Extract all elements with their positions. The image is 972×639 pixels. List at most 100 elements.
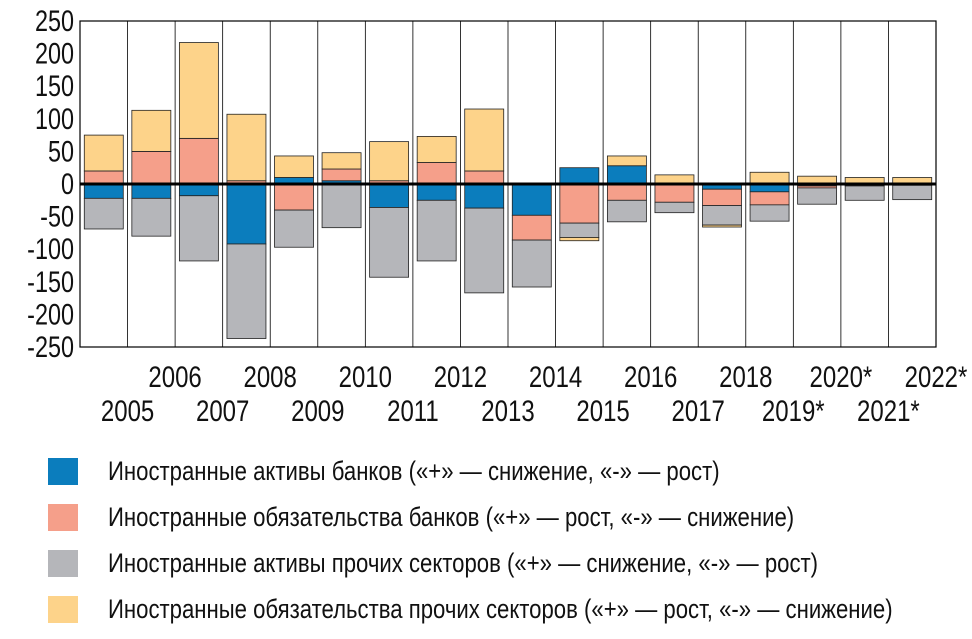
bar-segment-s0-2006	[131, 183, 172, 199]
bar-segment-s2-2019*	[749, 204, 790, 222]
y-tick-label: 250	[35, 4, 74, 37]
y-tick-label: 150	[35, 69, 74, 102]
x-tick-label: 2021*	[857, 393, 920, 427]
y-tick-label: -150	[27, 265, 74, 298]
bar-segment-s0-2013	[464, 183, 505, 209]
bar-segment-s3-2007	[178, 42, 219, 139]
bar-segment-s0-2014	[511, 183, 552, 216]
x-tick-label: 2022*	[905, 359, 968, 393]
x-tick-label: 2012	[434, 359, 487, 393]
legend-label-bank-assets: Иностранные активы банков («+» — снижени…	[108, 455, 720, 486]
bar-segment-s2-2009	[274, 209, 314, 248]
x-tick-label: 2008	[244, 359, 297, 393]
legend-item-other-liabilities: Иностранные обязательства прочих секторо…	[48, 586, 972, 632]
bar-segment-s1-2019*	[749, 191, 790, 206]
x-tick-label: 2015	[576, 393, 629, 427]
y-tick-label: 200	[35, 37, 74, 70]
bar-segment-s0-2016	[606, 165, 647, 185]
legend-item-bank-assets: Иностранные активы банков («+» — снижени…	[48, 448, 972, 494]
y-tick-label: 50	[48, 135, 74, 168]
bar-segment-s1-2009	[274, 183, 314, 211]
bar-segment-s2-2018	[702, 205, 742, 226]
bar-segment-s1-2005	[83, 170, 124, 185]
bar-segment-s2-2011	[369, 207, 410, 278]
bar-segment-s3-2012	[416, 135, 457, 163]
legend-swatch-other-liabilities	[48, 595, 78, 623]
legend-label-bank-liabilities: Иностранные обязательства банков («+» — …	[108, 501, 795, 532]
x-tick-label: 2009	[291, 393, 344, 427]
bar-segment-s2-2021*	[844, 185, 885, 201]
bar-segment-s3-2010	[321, 152, 362, 170]
legend-item-bank-liabilities: Иностранные обязательства банков («+» — …	[48, 494, 972, 540]
bar-segment-s2-2022*	[892, 184, 933, 201]
legend: Иностранные активы банков («+» — снижени…	[48, 448, 972, 632]
x-tick-label: 2016	[624, 359, 677, 393]
bar-segment-s1-2018	[702, 188, 742, 206]
bar-segment-s1-2015	[559, 183, 600, 224]
bar-segment-s2-2014	[511, 239, 552, 288]
x-tick-label: 2010	[339, 359, 392, 393]
bar-segment-s3-2006	[131, 109, 172, 152]
bar-segment-s1-2007	[178, 137, 219, 185]
bar-segment-s3-2009	[274, 155, 314, 178]
x-tick-label: 2005	[101, 393, 154, 427]
legend-label-other-assets: Иностранные активы прочих секторов («+» …	[108, 547, 819, 578]
bar-segment-s2-2012	[416, 199, 457, 262]
bar-segment-s2-2020*	[797, 187, 838, 205]
legend-swatch-other-assets	[48, 549, 78, 577]
bar-segment-s2-2015	[559, 222, 600, 238]
y-tick-label: -200	[27, 298, 74, 331]
bar-segment-s3-2016	[606, 155, 647, 167]
bar-segment-s1-2014	[511, 214, 552, 241]
x-tick-label: 2017	[672, 393, 725, 427]
x-tick-label: 2013	[481, 393, 534, 427]
legend-swatch-bank-assets	[48, 457, 78, 485]
y-tick-label: -100	[27, 232, 74, 265]
x-tick-label: 2006	[148, 359, 201, 393]
bar-segment-s2-2013	[464, 207, 505, 294]
bar-segment-s1-2012	[416, 162, 457, 185]
bar-segment-s3-2005	[83, 134, 124, 172]
bars-group	[83, 42, 933, 339]
x-tick-label: 2011	[387, 393, 439, 427]
bar-segment-s3-2011	[369, 141, 410, 182]
bar-segment-s1-2017	[654, 183, 695, 203]
bar-segment-s3-2015	[559, 237, 600, 242]
bar-segment-s2-2017	[654, 201, 695, 214]
bar-segment-s1-2006	[131, 150, 172, 185]
y-tick-label: 100	[35, 102, 74, 135]
bar-segment-s2-2010	[321, 183, 362, 229]
x-tick-label: 2020*	[810, 359, 873, 393]
bar-segment-s0-2011	[369, 183, 410, 208]
bar-segment-s3-2013	[464, 108, 505, 172]
bar-segment-s0-2007	[178, 183, 219, 197]
x-axis: 2005200620072008200920102011201220132014…	[101, 359, 968, 427]
legend-item-other-assets: Иностранные активы прочих секторов («+» …	[48, 540, 972, 586]
bar-segment-s3-2018	[702, 224, 742, 228]
bar-segment-s2-2007	[178, 195, 219, 262]
x-tick-label: 2018	[719, 359, 772, 393]
gridlines	[80, 21, 936, 347]
bar-segment-s0-2005	[83, 183, 124, 199]
bar-segment-s3-2008	[226, 113, 267, 182]
y-tick-label: -250	[27, 330, 74, 363]
bar-segment-s3-2019*	[749, 171, 790, 185]
x-tick-label: 2019*	[762, 393, 825, 427]
bar-segment-s0-2015	[559, 167, 600, 185]
bar-segment-s0-2008	[226, 183, 267, 245]
y-tick-label: 0	[61, 167, 74, 200]
bar-segment-s1-2016	[606, 183, 647, 201]
legend-label-other-liabilities: Иностранные обязательства прочих секторо…	[108, 593, 893, 624]
legend-swatch-bank-liabilities	[48, 503, 78, 531]
bar-segment-s2-2008	[226, 243, 267, 339]
x-tick-label: 2007	[196, 393, 249, 427]
bar-segment-s0-2012	[416, 183, 457, 201]
y-tick-label: -50	[40, 200, 74, 233]
bar-segment-s2-2005	[83, 197, 124, 230]
bar-segment-s1-2010	[321, 168, 362, 182]
bar-segment-s2-2006	[131, 197, 172, 237]
bar-segment-s2-2016	[606, 199, 647, 223]
bar-segment-s1-2013	[464, 170, 505, 185]
